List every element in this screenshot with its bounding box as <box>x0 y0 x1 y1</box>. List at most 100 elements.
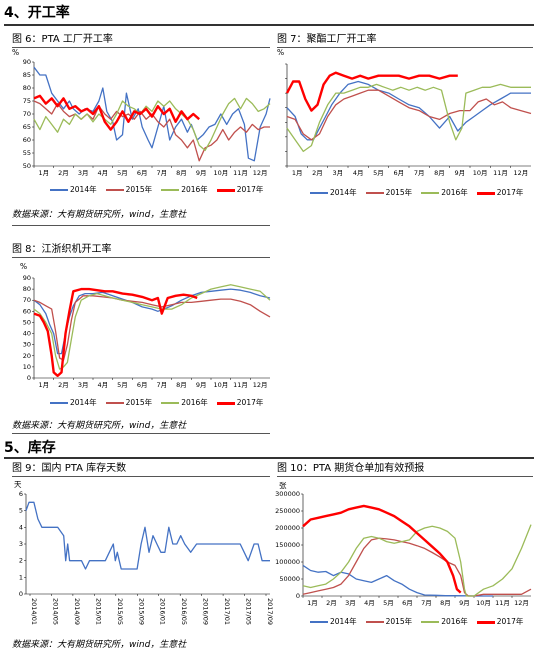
series-line-1 <box>33 100 270 162</box>
y-tick-label: 60 <box>23 307 31 315</box>
chart-title-rule <box>12 476 270 477</box>
legend-item: 2014年 <box>50 397 97 408</box>
y-tick-label: 6 <box>19 490 23 498</box>
y-tick-label: 50 <box>23 318 31 326</box>
x-tick-label: 11月 <box>493 169 508 177</box>
legend-item: 2015年 <box>105 397 153 408</box>
x-tick-label: 6月 <box>394 169 405 177</box>
legend-label: 2017年 <box>236 398 264 407</box>
legend-label: 2015年 <box>125 398 153 407</box>
legend-label: 2014年 <box>70 398 97 407</box>
series-line-0 <box>33 66 271 162</box>
data-source: 数据来源：大有期货研究所，wind，生意社 <box>12 210 187 220</box>
x-tick-label: 6月 <box>137 169 148 177</box>
x-tick-label: 2017/05 <box>245 598 253 625</box>
x-tick-label: 2016/05 <box>180 598 188 625</box>
divider <box>12 433 270 434</box>
chart-title-rule <box>277 476 533 477</box>
y-tick-label: 55 <box>23 149 31 157</box>
y-tick-label: 10 <box>23 363 31 371</box>
unit-label: 天 <box>14 480 22 489</box>
legend-item: 2014年 <box>310 187 357 198</box>
x-tick-label: 2014/09 <box>73 598 81 625</box>
x-tick-label: 7月 <box>414 169 425 177</box>
legend-swatch <box>50 189 68 191</box>
x-tick-label: 8月 <box>176 381 187 389</box>
divider <box>12 225 270 226</box>
x-tick-label: 3月 <box>345 599 356 607</box>
x-tick-label: 2月 <box>58 381 69 389</box>
y-tick-label: 65 <box>23 123 31 131</box>
x-tick-label: 7月 <box>421 599 432 607</box>
series-line-2 <box>33 97 271 152</box>
y-tick-label: 150000 <box>275 541 300 549</box>
x-tick-label: 10月 <box>476 599 491 607</box>
series-line-0 <box>25 501 270 570</box>
legend-label: 2016年 <box>441 188 468 197</box>
legend-label: 2014年 <box>70 185 97 194</box>
chart-title-rule <box>277 47 533 48</box>
series-line-1 <box>286 89 532 141</box>
y-tick-label: 90 <box>23 58 31 66</box>
series-line-2 <box>33 284 271 370</box>
legend-swatch <box>421 621 440 623</box>
legend: 2014年 2015年 2016年 2017年 <box>50 184 272 195</box>
x-tick-label: 5月 <box>383 599 394 607</box>
x-tick-label: 8月 <box>440 599 451 607</box>
legend-label: 2015年 <box>385 617 413 626</box>
y-tick-label: 300000 <box>275 490 300 498</box>
y-tick-label: 3 <box>19 540 23 548</box>
legend-swatch <box>50 402 68 404</box>
x-tick-label: 8月 <box>434 169 445 177</box>
y-tick-label: 20 <box>23 352 31 360</box>
y-tick-label: 80 <box>23 285 31 293</box>
series-line-2 <box>286 83 531 153</box>
chart-loom-utilization: 0 10 20 30 40 50 60 70 80 90 1月 2月 3月 4月 5月 6月 7月 8月 9月 10月… <box>23 274 271 389</box>
series-line-3 <box>33 287 198 378</box>
x-tick-label: 10月 <box>213 169 228 177</box>
x-tick-label: 11月 <box>233 169 248 177</box>
x-tick-label: 1月 <box>292 169 303 177</box>
y-tick-label: 90 <box>23 274 31 282</box>
legend-label: 2014年 <box>330 188 357 197</box>
data-source: 数据来源：大有期货研究所，wind，生意社 <box>12 421 187 431</box>
x-tick-label: 2015/01 <box>94 598 102 625</box>
y-tick-label: 0 <box>27 374 31 382</box>
x-tick-label: 2月 <box>312 169 323 177</box>
legend-swatch <box>476 191 495 195</box>
y-tick-label: 250000 <box>275 507 300 515</box>
legend-swatch <box>365 621 384 623</box>
x-tick-label: 4月 <box>98 169 109 177</box>
x-tick-label: 12月 <box>253 381 268 389</box>
legend-item: 2016年 <box>421 187 468 198</box>
series-line-2 <box>302 524 532 597</box>
legend-swatch <box>476 620 495 624</box>
section-title-inventory: 5、库存 <box>4 440 56 456</box>
legend-label: 2015年 <box>125 185 153 194</box>
legend-label: 2015年 <box>385 188 413 197</box>
series-line-0 <box>286 80 531 141</box>
data-source: 数据来源：大有期货研究所，wind，生意社 <box>12 640 187 650</box>
legend-item: 2017年 <box>476 616 523 627</box>
x-tick-label: 6月 <box>137 381 148 389</box>
y-tick-label: 200000 <box>275 524 300 532</box>
y-tick-label: 100000 <box>275 558 300 566</box>
x-tick-label: 2月 <box>326 599 337 607</box>
legend-swatch <box>421 192 440 194</box>
y-tick-label: 50000 <box>279 575 300 583</box>
x-tick-label: 12月 <box>513 169 528 177</box>
series-line-3 <box>33 94 200 131</box>
chart-title-rule <box>12 257 270 258</box>
legend-label: 2016年 <box>181 185 208 194</box>
x-tick-label: 11月 <box>495 599 510 607</box>
y-tick-label: 5 <box>19 507 23 515</box>
y-tick-label: 75 <box>23 97 31 105</box>
y-tick-label: 60 <box>23 136 31 144</box>
legend: 2014年 2015年 2016年 2017年 <box>50 397 272 408</box>
legend: 2014年 2015年 2016年 2017年 <box>310 616 532 627</box>
legend-label: 2016年 <box>441 617 468 626</box>
x-tick-label: 5月 <box>117 381 128 389</box>
x-tick-label: 2015/05 <box>116 598 124 625</box>
legend-label: 2017年 <box>236 185 264 194</box>
y-tick-label: 30 <box>23 341 31 349</box>
